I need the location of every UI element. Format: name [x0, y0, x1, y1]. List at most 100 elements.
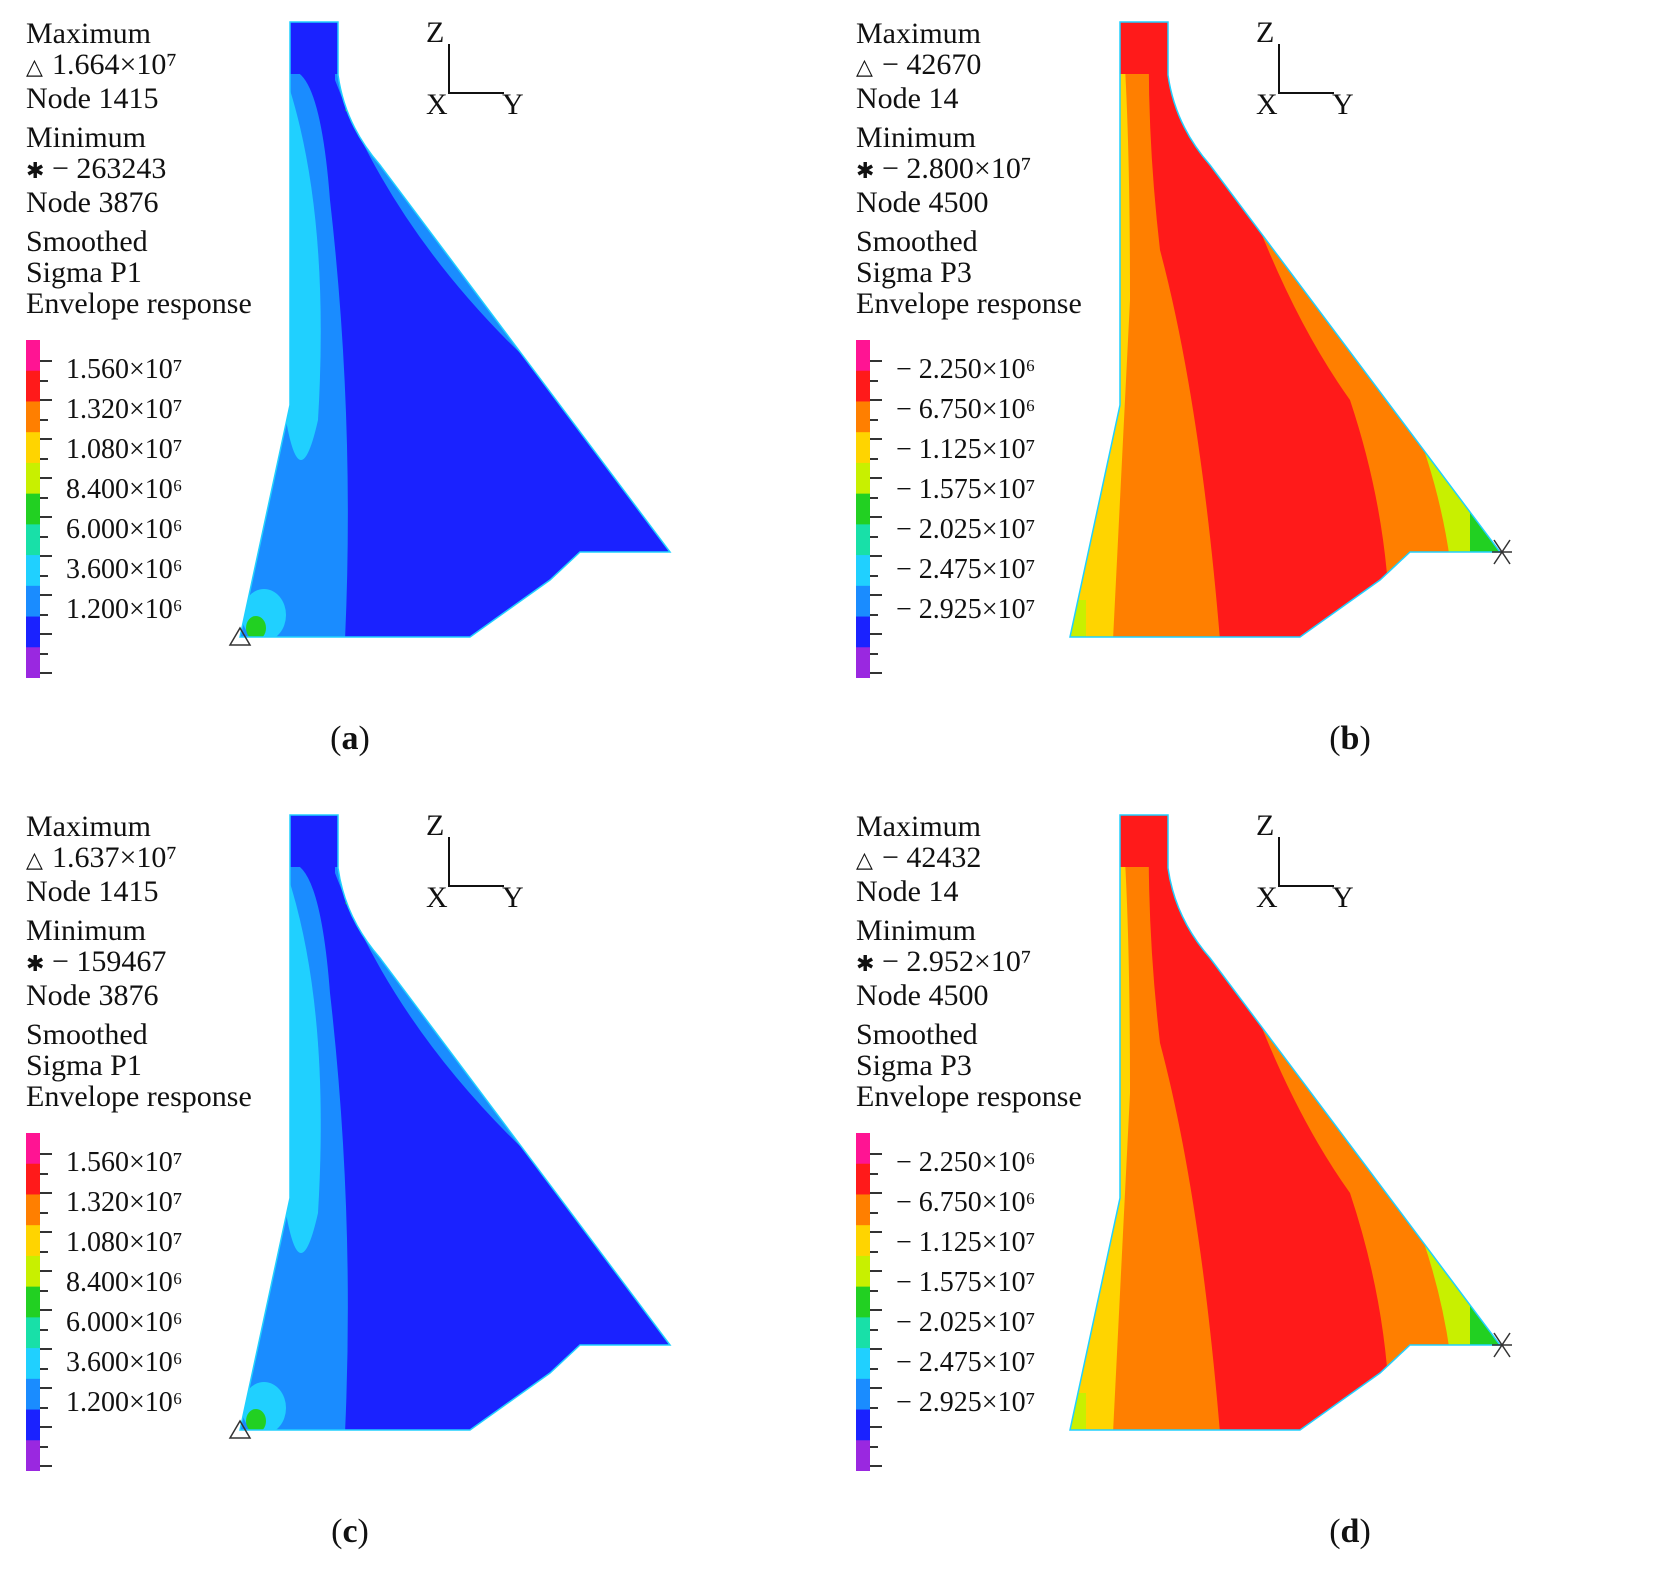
- legend-tick: [870, 1387, 882, 1389]
- color-scale-bar: [26, 1133, 40, 1471]
- band-yellow: [1070, 22, 1130, 637]
- color-scale-bar: [856, 1133, 870, 1471]
- legend-tick: [870, 1348, 882, 1350]
- legend-tick: [870, 613, 878, 616]
- axis-triad: Z X Y: [426, 809, 540, 915]
- maximum-value-row: △ 1.637×10⁷: [26, 842, 252, 876]
- legend-label: 1.080×10⁷: [66, 434, 183, 465]
- legend-label: 1.560×10⁷: [66, 354, 183, 385]
- color-band: [26, 616, 40, 648]
- color-band: [26, 524, 40, 556]
- y-axis-line: [448, 92, 504, 94]
- band-blue: [290, 22, 338, 74]
- dam-cross-section: [228, 21, 672, 646]
- color-band: [856, 340, 870, 372]
- legend-tick: [40, 399, 52, 401]
- legend-label: − 2.250×10⁶: [896, 1147, 1036, 1178]
- minimum-value-row: ✱ − 2.800×10⁷: [856, 153, 1082, 187]
- contour-panel-d: Maximum △ − 42432 Node 14 Minimum ✱ − 2.95…: [830, 793, 1660, 1586]
- legend-tick: [40, 1387, 52, 1389]
- legend-tick: [40, 496, 48, 499]
- maximum-title: Maximum: [856, 810, 981, 843]
- result-info-block: Maximum △ 1.664×10⁷ Node 1415 Minimum ✱ − …: [26, 18, 252, 319]
- legend-label: 8.400×10⁶: [66, 474, 183, 505]
- legend-label: − 1.125×10⁷: [896, 434, 1036, 465]
- legend-label: 1.200×10⁶: [66, 1387, 183, 1418]
- dam-cross-section: [228, 814, 672, 1439]
- legend-label: − 2.475×10⁷: [896, 1347, 1036, 1378]
- z-axis-label: Z: [1256, 16, 1275, 49]
- legend-tick: [40, 1367, 48, 1370]
- stress-component-label: Sigma P3: [856, 1049, 972, 1082]
- maximum-value: 1.637×10⁷: [52, 841, 177, 874]
- legend-tick: [870, 1367, 878, 1370]
- maximum-title: Maximum: [856, 17, 981, 50]
- minimum-title: Minimum: [856, 914, 977, 947]
- triangle-marker-icon: △: [26, 848, 43, 873]
- z-axis-label: Z: [426, 16, 445, 49]
- color-band: [856, 1409, 870, 1441]
- legend-tick: [40, 418, 48, 421]
- legend-tick: [870, 360, 882, 362]
- color-band: [856, 1348, 870, 1380]
- legend-label: − 1.575×10⁷: [896, 1267, 1036, 1298]
- z-axis-label: Z: [1256, 809, 1275, 842]
- legend-tick: [870, 1172, 878, 1175]
- minimum-value: − 263243: [52, 152, 167, 185]
- legend-tick: [870, 594, 882, 596]
- legend-label: 1.320×10⁷: [66, 394, 183, 425]
- stress-component-label: Sigma P1: [26, 256, 142, 289]
- dam-cross-section: [1069, 21, 1512, 638]
- legend-tick: [40, 1211, 48, 1214]
- legend-tick: [870, 418, 878, 421]
- legend-tick: [40, 555, 52, 557]
- result-info-block: Maximum △ 1.637×10⁷ Node 1415 Minimum ✱ − …: [26, 811, 252, 1112]
- legend-tick: [40, 477, 52, 479]
- legend-tick: [40, 379, 48, 382]
- legend-label: 3.600×10⁶: [66, 1347, 183, 1378]
- envelope-response-label: Envelope response: [856, 1080, 1082, 1113]
- legend-tick: [40, 672, 52, 674]
- legend-label: − 6.750×10⁶: [896, 394, 1036, 425]
- legend-label: − 2.025×10⁷: [896, 514, 1036, 545]
- color-scale-bar: [26, 340, 40, 678]
- band-green: [246, 1409, 266, 1430]
- legend-tick: [870, 535, 878, 538]
- asterisk-marker-icon: ✱: [856, 159, 875, 184]
- color-band: [26, 401, 40, 433]
- legend-label: 1.320×10⁷: [66, 1187, 183, 1218]
- legend-tick: [40, 1289, 48, 1292]
- color-band: [856, 1440, 870, 1471]
- contour-panel-a: Maximum △ 1.664×10⁷ Node 1415 Minimum ✱ − …: [0, 0, 830, 793]
- legend-label: 1.080×10⁷: [66, 1227, 183, 1258]
- legend-tick: [40, 1250, 48, 1253]
- legend-tick: [870, 574, 878, 577]
- z-axis-line: [1278, 44, 1280, 94]
- x-axis-label: X: [1256, 881, 1278, 914]
- minimum-title: Minimum: [856, 121, 977, 154]
- color-band: [26, 462, 40, 495]
- legend-label: 8.400×10⁶: [66, 1267, 183, 1298]
- color-band: [856, 1286, 870, 1318]
- legend-tick: [870, 438, 882, 440]
- legend-tick: [870, 399, 882, 401]
- legend-tick: [40, 1328, 48, 1331]
- z-axis-line: [1278, 837, 1280, 887]
- legend-tick: [870, 652, 878, 655]
- legend-tick: [870, 1250, 878, 1253]
- legend-tick: [870, 457, 878, 460]
- result-info-block: Maximum △ − 42670 Node 14 Minimum ✱ − 2.80…: [856, 18, 1082, 319]
- axis-triad: Z X Y: [1256, 809, 1370, 915]
- stress-component-label: Sigma P1: [26, 1049, 142, 1082]
- color-band: [26, 555, 40, 587]
- legend-tick: [40, 535, 48, 538]
- panel-caption: (b): [1329, 720, 1371, 757]
- color-band: [856, 1133, 870, 1165]
- z-axis-line: [448, 44, 450, 94]
- asterisk-marker-icon: ✱: [26, 159, 45, 184]
- legend-tick: [40, 1445, 48, 1448]
- asterisk-marker-icon: ✱: [856, 952, 875, 977]
- legend-label: 3.600×10⁶: [66, 554, 183, 585]
- minimum-node: Node 3876: [26, 186, 159, 219]
- legend-label: − 2.925×10⁷: [896, 1387, 1036, 1418]
